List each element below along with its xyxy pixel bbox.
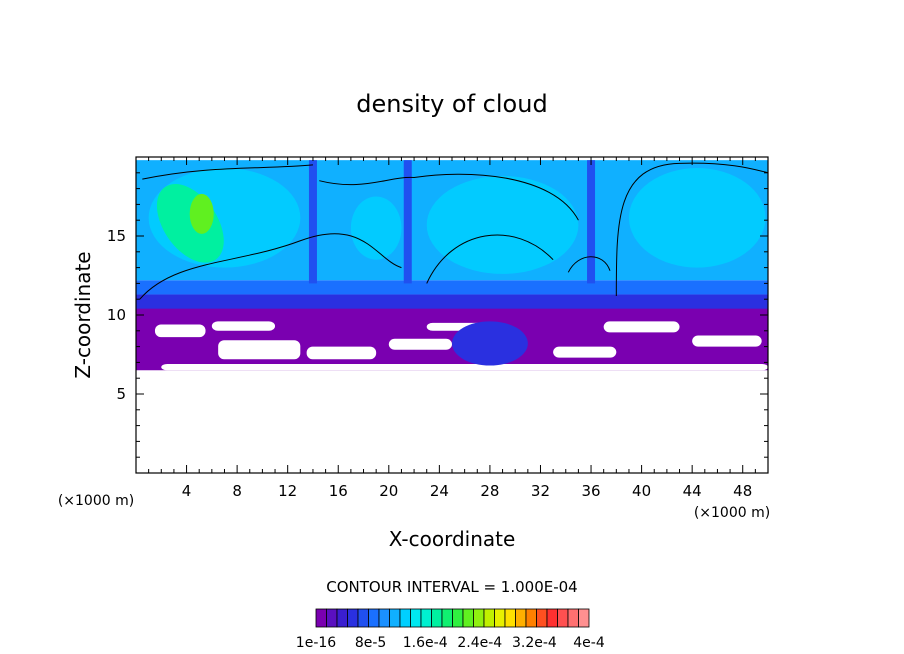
x-tick-label: 44 bbox=[683, 482, 702, 500]
contour-line bbox=[142, 164, 314, 180]
cyan-lobe bbox=[350, 196, 402, 260]
y-tick-label: 5 bbox=[116, 385, 126, 403]
colorbar-swatch bbox=[536, 608, 548, 628]
colorbar-swatch bbox=[515, 608, 527, 628]
updraft-column bbox=[308, 160, 317, 284]
chart-title: density of cloud bbox=[356, 90, 547, 118]
colorbar-swatch bbox=[494, 608, 506, 628]
x-tick-label: 48 bbox=[733, 482, 752, 500]
clear-gap bbox=[553, 346, 617, 358]
clear-gap bbox=[211, 321, 276, 331]
colorbar-swatch bbox=[357, 608, 369, 628]
colorbar-swatch bbox=[420, 608, 432, 628]
colorbar-swatch bbox=[441, 608, 453, 628]
x-tick-label: 36 bbox=[581, 482, 600, 500]
colorbar-swatch bbox=[336, 608, 348, 628]
colorbar-swatch bbox=[567, 608, 579, 628]
cyan-lobe bbox=[628, 168, 766, 268]
colorbar-swatch bbox=[389, 608, 401, 628]
colorbar-label: 4e-4 bbox=[573, 635, 605, 651]
cyan-lobe bbox=[426, 175, 579, 274]
dense-core-peak bbox=[189, 193, 214, 234]
clear-gap bbox=[692, 335, 762, 347]
x-unit-label: (×1000 m) bbox=[694, 505, 770, 521]
x-tick-label: 16 bbox=[329, 482, 348, 500]
colorbar-swatch bbox=[378, 608, 390, 628]
colorbar-swatch bbox=[410, 608, 422, 628]
colorbar-swatch bbox=[399, 608, 411, 628]
x-tick-label: 20 bbox=[379, 482, 398, 500]
cloud-field bbox=[136, 160, 768, 371]
clear-gap bbox=[218, 340, 301, 360]
colorbar-swatch bbox=[452, 608, 464, 628]
colorbar-swatch bbox=[504, 608, 516, 628]
colorbar-swatch bbox=[557, 608, 569, 628]
colorbar-swatch bbox=[473, 608, 485, 628]
colorbar bbox=[315, 608, 590, 628]
contour-line bbox=[567, 256, 611, 273]
x-tick-label: 12 bbox=[278, 482, 297, 500]
updraft-column bbox=[403, 160, 412, 284]
colorbar-label: 8e-5 bbox=[355, 635, 386, 651]
contour-line bbox=[319, 173, 579, 221]
y-axis-label: Z-coordinate bbox=[71, 251, 95, 378]
embedded-cell bbox=[452, 321, 528, 366]
colorbar-swatch bbox=[315, 608, 327, 628]
clear-gap bbox=[161, 363, 768, 371]
y-tick-label: 15 bbox=[107, 227, 126, 245]
colorbar-swatch bbox=[368, 608, 380, 628]
colorbar-label: 1e-16 bbox=[296, 635, 336, 651]
updraft-column bbox=[587, 160, 596, 284]
colorbar-swatch bbox=[525, 608, 537, 628]
colorbar-swatch bbox=[347, 608, 359, 628]
contour-line bbox=[615, 162, 768, 297]
x-tick-label: 4 bbox=[182, 482, 192, 500]
clear-gap bbox=[603, 321, 680, 333]
colorbar-swatch bbox=[546, 608, 558, 628]
clear-gap bbox=[306, 346, 377, 360]
y-tick-label: 10 bbox=[107, 306, 126, 324]
colorbar-labels: 1e-16 8e-5 1.6e-4 2.4e-4 3.2e-4 4e-4 bbox=[296, 635, 605, 651]
x-tick-label: 24 bbox=[430, 482, 449, 500]
colorbar-label: 2.4e-4 bbox=[457, 635, 502, 651]
colorbar-swatch bbox=[483, 608, 495, 628]
cloud-base-band bbox=[136, 305, 768, 371]
colorbar-label: 3.2e-4 bbox=[512, 635, 557, 651]
colorbar-label: 1.6e-4 bbox=[403, 635, 448, 651]
contour-line bbox=[426, 234, 554, 284]
clear-gap bbox=[154, 324, 206, 338]
x-tick-label: 8 bbox=[232, 482, 242, 500]
y-unit-label: (×1000 m) bbox=[58, 493, 134, 509]
colorbar-swatch bbox=[431, 608, 443, 628]
transition-layer bbox=[136, 294, 768, 309]
colorbar-swatch bbox=[462, 608, 474, 628]
contour-interval-text: CONTOUR INTERVAL = 1.000E-04 bbox=[326, 578, 577, 596]
x-axis-label: X-coordinate bbox=[389, 527, 516, 551]
transition-layer bbox=[136, 280, 768, 295]
x-tick-label: 32 bbox=[531, 482, 550, 500]
x-tick-label: 28 bbox=[480, 482, 499, 500]
colorbar-swatch bbox=[326, 608, 338, 628]
x-tick-label: 40 bbox=[632, 482, 651, 500]
clear-gap bbox=[388, 338, 452, 350]
colorbar-swatch bbox=[578, 608, 590, 628]
contour-line bbox=[139, 233, 402, 300]
